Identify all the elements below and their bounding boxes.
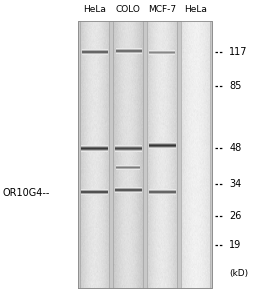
Text: 34: 34	[229, 179, 241, 189]
Text: 26: 26	[229, 211, 242, 221]
Text: OR10G4--: OR10G4--	[3, 188, 50, 198]
Text: 85: 85	[229, 81, 242, 92]
Bar	[78, 21, 212, 288]
Text: 19: 19	[229, 240, 241, 250]
Text: (kD): (kD)	[229, 269, 248, 278]
Text: COLO: COLO	[116, 4, 141, 14]
Text: HeLa: HeLa	[83, 4, 106, 14]
Text: MCF-7: MCF-7	[148, 4, 176, 14]
Text: HeLa: HeLa	[184, 4, 207, 14]
Text: 48: 48	[229, 143, 241, 153]
Text: 117: 117	[229, 47, 248, 57]
